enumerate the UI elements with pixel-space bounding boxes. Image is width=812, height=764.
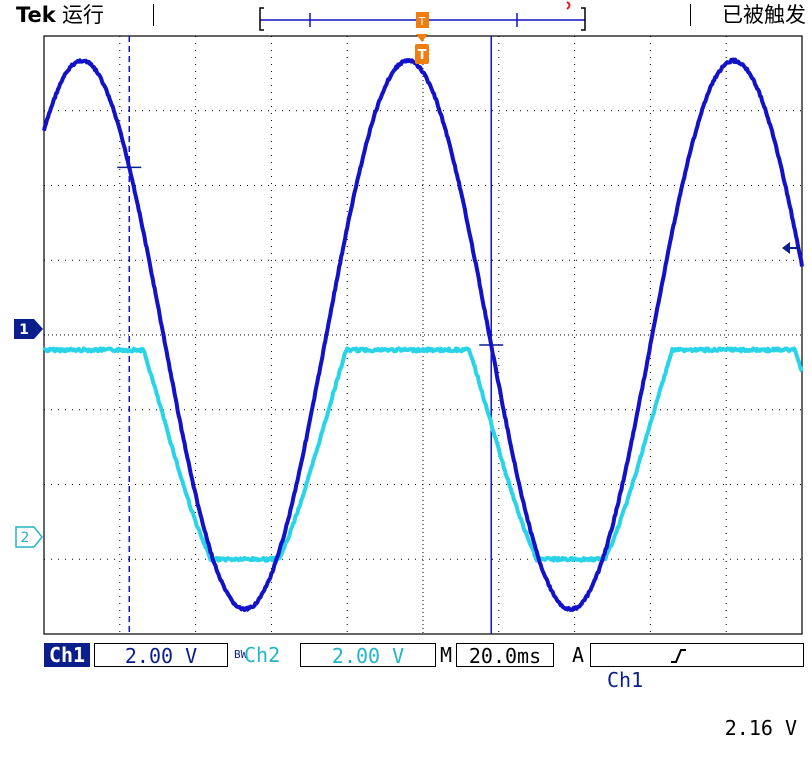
ch2-scale[interactable]: 2.00 V (300, 643, 436, 668)
trigger-position-marker[interactable]: T (415, 34, 429, 64)
ch2-label[interactable]: Ch2 (244, 643, 281, 667)
run-status: 运行 (62, 3, 104, 27)
record-bar[interactable]: T (259, 7, 586, 31)
ch1-ground-marker[interactable]: 1 (14, 319, 43, 339)
trigger-window-icon (416, 12, 429, 28)
waveform-plot: T T 1 2 (14, 1, 804, 635)
svg-text:1: 1 (19, 322, 29, 338)
trigger-readout[interactable]: Ch1 2.16 V (590, 643, 804, 740)
overflow-mark (566, 1, 571, 10)
brand-logo: Tek (16, 3, 56, 27)
ch1-scale[interactable]: 2.00 V (94, 643, 228, 668)
timebase-value[interactable]: 20.0ms (456, 643, 554, 668)
ch1-trace (42, 57, 804, 612)
rising-edge-icon (671, 649, 686, 663)
bandwidth-limit-icon: BW (234, 648, 248, 661)
ch1-label[interactable]: Ch1 (44, 643, 90, 667)
trigger-source: Ch1 (607, 668, 644, 692)
oscilloscope-screen: Tek 运行 已被触发 T T 1 2 (14, 1, 806, 740)
ch2-ground-marker[interactable]: 2 (15, 526, 43, 548)
svg-text:T: T (418, 15, 426, 28)
header-divider (690, 4, 691, 26)
trigger-level-marker[interactable] (782, 242, 800, 254)
header-divider (153, 4, 154, 26)
svg-text:T: T (418, 48, 427, 63)
trigger-level: 2.16 V (724, 716, 797, 740)
ch2-trace (42, 346, 804, 563)
svg-text:2: 2 (21, 530, 30, 546)
trigger-mode: A (572, 643, 585, 667)
status-bar: Ch1 2.00 V BW Ch2 2.00 V M 20.0ms A Ch1 … (44, 643, 806, 740)
trigger-state: 已被触发 (722, 3, 806, 27)
timebase-mode: M (440, 643, 453, 667)
